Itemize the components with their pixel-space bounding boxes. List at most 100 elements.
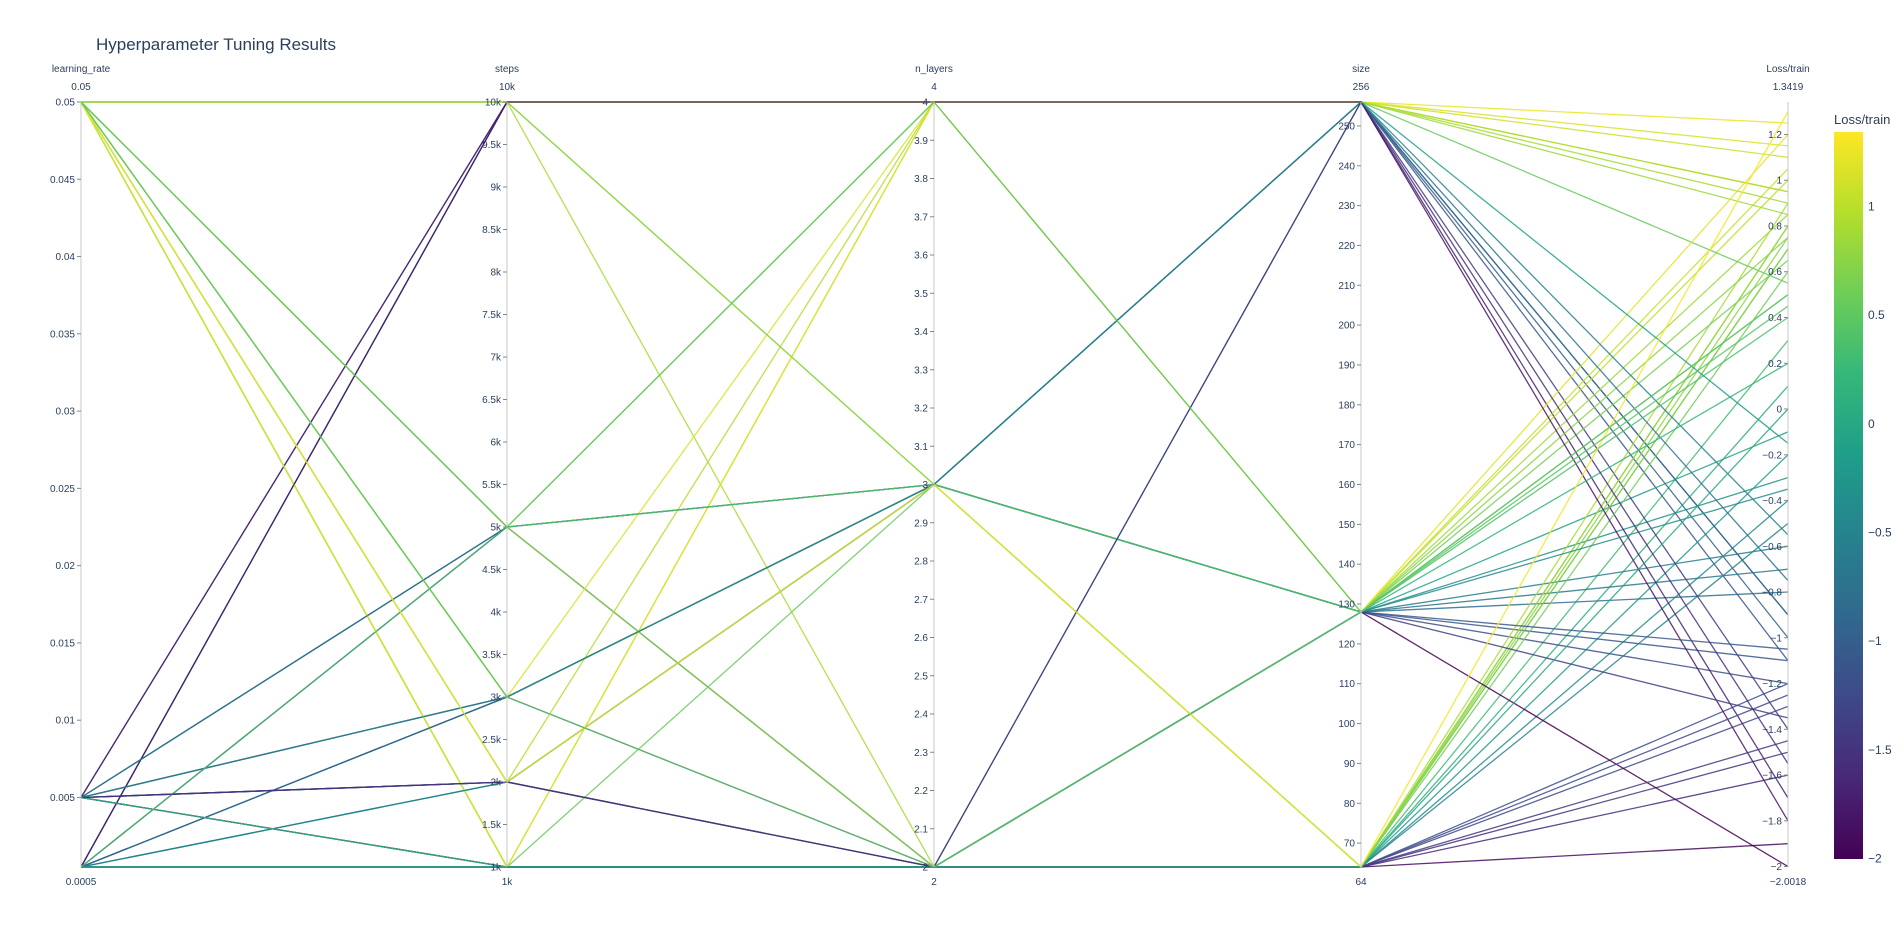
axis-range-min: 1k	[502, 877, 514, 888]
axis-learning-rate: learning_rate 0.05 0.0005 0.005 0.01 0.015 0.0…	[50, 64, 111, 888]
tick-label: 0.05	[56, 98, 76, 109]
colorbar: Loss/train −2 −1.5 −1 −0.5 0 0.5 1	[1834, 112, 1892, 866]
axis-range-max: 1.3419	[1773, 82, 1804, 93]
tick-label: 0.2	[1768, 359, 1782, 370]
tick-label: 3.1	[914, 442, 928, 453]
tick-label: 10k	[485, 98, 502, 109]
tick-label: −0.2	[1762, 450, 1782, 461]
tick-label: 6k	[490, 438, 502, 449]
tick-label: 200	[1338, 321, 1355, 332]
tick-label: −1.4	[1762, 725, 1782, 736]
axis-range-min: 0.0005	[66, 877, 97, 888]
tick-label: 2.2	[914, 786, 928, 797]
tick-label: 2.8	[914, 557, 928, 568]
tick-label: 2.3	[914, 748, 928, 759]
tick-label: 100	[1338, 719, 1355, 730]
axis-range-min: 2	[931, 877, 937, 888]
tick-label: 3.7	[914, 212, 928, 223]
tick-label: −0.8	[1762, 588, 1782, 599]
tick-label: 80	[1344, 799, 1356, 810]
tick-label: −0.4	[1762, 496, 1782, 507]
tick-label: 2.5k	[482, 735, 502, 746]
tick-label: 1k	[490, 863, 502, 874]
chart-title: Hyperparameter Tuning Results	[96, 35, 336, 54]
tick-label: 170	[1338, 440, 1355, 451]
axis-range-max: 10k	[499, 82, 516, 93]
tick-label: −1.8	[1762, 816, 1782, 827]
tick-label: 250	[1338, 121, 1355, 132]
colorbar-tick-label: 0	[1868, 417, 1875, 431]
tick-label: −1.6	[1762, 771, 1782, 782]
tick-label: 0.6	[1768, 267, 1782, 278]
tick-label: −1.2	[1762, 679, 1782, 690]
tick-label: 7.5k	[482, 310, 502, 321]
tick-label: 70	[1344, 839, 1356, 850]
axis-size: size 256 64 70 80 90 100 110 120 130 140 150 160 170 1…	[1338, 64, 1370, 888]
tick-label: 0.02	[56, 561, 76, 572]
tick-label: −1	[1771, 633, 1783, 644]
tick-label: 0.8	[1768, 221, 1782, 232]
colorbar-tick-label: −0.5	[1868, 525, 1892, 539]
axis-name: n_layers	[915, 64, 953, 75]
tick-label: 130	[1338, 600, 1355, 611]
tick-label: 2.5	[914, 671, 928, 682]
colorbar-tick-label: −2	[1868, 852, 1882, 866]
tick-label: 5k	[490, 523, 502, 534]
tick-label: 1.5k	[482, 820, 502, 831]
tick-label: 2.7	[914, 595, 928, 606]
tick-label: 3.2	[914, 404, 928, 415]
colorbar-tick-label: −1	[1868, 634, 1882, 648]
tick-label: 3.4	[914, 327, 928, 338]
tick-label: 9.5k	[482, 140, 502, 151]
axis-range-max: 4	[931, 82, 937, 93]
colorbar-gradient	[1834, 132, 1863, 859]
colorbar-tick-label: 0.5	[1868, 308, 1885, 322]
tick-label: 3.3	[914, 365, 928, 376]
tick-label: −0.6	[1762, 542, 1782, 553]
tick-label: 140	[1338, 560, 1355, 571]
tick-label: 2.4	[914, 710, 928, 721]
tick-label: 0.005	[50, 793, 75, 804]
tick-label: 190	[1338, 360, 1355, 371]
tick-label: 3.5k	[482, 650, 502, 661]
tick-label: 4	[922, 98, 928, 109]
axis-name: Loss/train	[1766, 64, 1809, 75]
tick-label: 160	[1338, 480, 1355, 491]
tick-label: 3.9	[914, 136, 928, 147]
tick-label: 0.025	[50, 484, 75, 495]
tick-label: 5.5k	[482, 480, 502, 491]
tick-label: 120	[1338, 639, 1355, 650]
tick-label: 4.5k	[482, 565, 502, 576]
tick-label: 220	[1338, 241, 1355, 252]
axis-loss-train: Loss/train 1.3419 −2.0018 −2 −1.8 −1.6 −1.4 −1.…	[1762, 64, 1809, 888]
tick-label: 3.8	[914, 174, 928, 185]
tick-label: 3	[922, 480, 928, 491]
tick-label: 0.03	[56, 407, 76, 418]
tick-label: 1.2	[1768, 130, 1782, 141]
tick-label: 90	[1344, 759, 1356, 770]
colorbar-tick-label: −1.5	[1868, 743, 1892, 757]
tick-label: 1	[1776, 176, 1782, 187]
tick-label: 7k	[490, 353, 502, 364]
tick-label: 0.4	[1768, 313, 1782, 324]
axis-range-max: 0.05	[71, 82, 91, 93]
tick-label: 2.1	[914, 824, 928, 835]
axis-range-max: 256	[1353, 82, 1370, 93]
tick-label: 2.6	[914, 633, 928, 644]
colorbar-tick-label: 1	[1868, 199, 1875, 213]
tick-label: 8k	[490, 268, 502, 279]
tick-label: 240	[1338, 161, 1355, 172]
axis-range-min: 64	[1355, 877, 1367, 888]
tick-label: 110	[1339, 679, 1355, 690]
tick-label: 0.045	[50, 175, 75, 186]
axis-n-layers: n_layers 4 22 2.1 2.2 2.3 2.4 2.5 2.6 2.7 2.8 2.9 3 3…	[914, 64, 953, 888]
tick-label: 3.5	[914, 289, 928, 300]
tick-label: 2	[922, 863, 928, 874]
axis-range-min: −2.0018	[1770, 877, 1807, 888]
axis-name: size	[1352, 64, 1370, 75]
tick-label: 0.04	[56, 252, 76, 263]
tick-label: 8.5k	[482, 225, 502, 236]
tick-label: 3k	[490, 693, 502, 704]
